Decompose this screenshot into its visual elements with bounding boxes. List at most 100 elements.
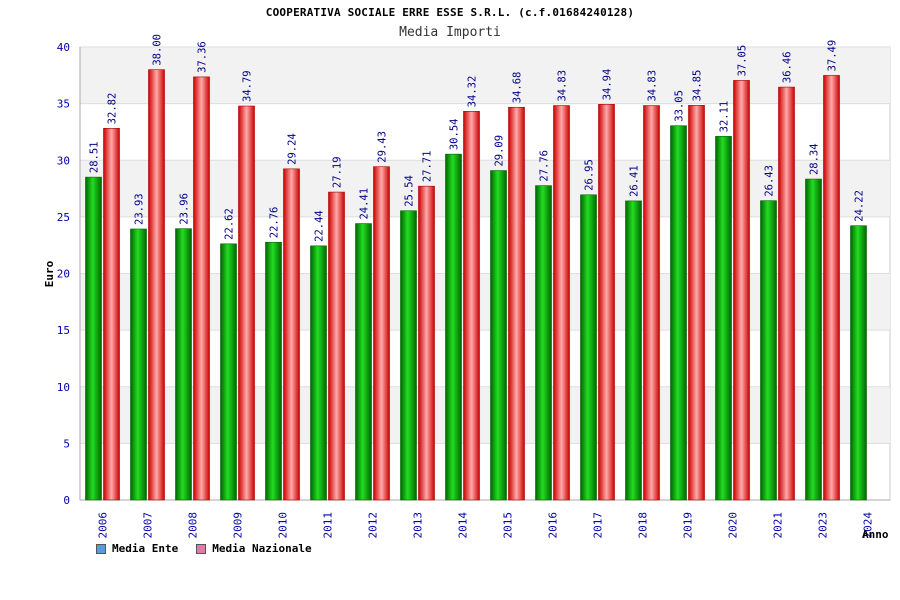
bar-media-nazionale [103,128,120,501]
bar-media-nazionale [778,86,795,501]
bars: 28.51 32.82 23.93 38.00 23.96 37.36 22.62 34.79… [85,34,867,501]
bar-media-ente [265,241,282,501]
data-label: 33.05 [674,90,686,122]
data-label: 37.05 [737,45,749,77]
data-label: 26.95 [584,159,596,191]
bar-media-ente [355,223,372,501]
x-tick-label: 2009 [232,512,245,539]
y-tick-label: 5 [63,437,70,450]
data-label: 24.41 [359,188,371,220]
bar-media-nazionale [733,80,750,501]
data-label: 34.83 [647,70,659,102]
data-label: 22.76 [269,207,281,239]
bar-media-ente [175,228,192,501]
data-label: 22.62 [224,208,236,240]
bar-media-ente [850,225,867,501]
x-tick-label: 2020 [727,512,740,539]
data-label: 22.44 [314,210,326,242]
data-label: 27.71 [422,151,434,183]
data-label: 34.68 [512,72,524,104]
bar-media-ente [580,194,597,501]
x-tick-label: 2024 [862,512,875,539]
data-label: 29.24 [287,133,299,165]
data-label: 37.49 [827,40,839,72]
bar-media-ente [805,178,822,501]
bar-media-nazionale [508,106,525,501]
legend-swatch-media-nazionale [196,543,207,554]
data-label: 34.83 [557,70,569,102]
data-label: 24.22 [854,190,866,222]
x-tick-label: 2021 [772,512,785,539]
x-tick-label: 2017 [592,512,605,539]
legend-label-media-ente: Media Ente [112,542,179,555]
y-tick-label: 30 [57,154,70,167]
y-tick-label: 0 [63,494,70,507]
plot-background [79,46,891,501]
data-label: 26.43 [764,165,776,197]
grid-band [80,47,890,104]
bar-media-ente [490,170,507,501]
bar-media-nazionale [553,105,570,501]
data-label: 32.82 [107,93,119,125]
legend-item-media-ente: Media Ente [96,542,178,555]
y-tick-label: 10 [57,381,70,394]
bar-media-ente [400,210,417,501]
bar-media-ente [130,228,147,501]
data-label: 28.34 [809,143,821,175]
x-tick-label: 2006 [97,512,110,539]
data-label: 27.76 [539,150,551,182]
data-label: 34.85 [692,70,704,102]
data-label: 29.09 [494,135,506,167]
bar-media-nazionale [463,111,480,501]
x-tick-label: 2018 [637,512,650,539]
legend-label-media-nazionale: Media Nazionale [212,542,312,555]
data-label: 38.00 [152,34,164,66]
x-tick-label: 2012 [367,512,380,539]
legend-swatch-media-ente [96,543,106,554]
bar-media-nazionale [193,76,210,501]
x-tick-label: 2016 [547,512,560,539]
data-label: 23.93 [134,193,146,225]
grid-band [80,273,890,331]
bar-media-nazionale [643,105,660,501]
bar-media-ente [220,243,237,501]
x-axis-label: Anno [862,528,889,541]
bar-media-ente [715,136,732,501]
chart-subtitle: Media Importi [399,25,501,40]
data-label: 34.32 [467,76,479,108]
data-label: 23.96 [179,193,191,225]
bar-media-ente [670,125,687,501]
y-tick-label: 15 [57,324,70,337]
y-tick-label: 20 [57,268,70,281]
data-label: 27.19 [332,156,344,188]
x-tick-label: 2013 [412,512,425,539]
x-tick-label: 2014 [457,512,470,539]
bar-media-ente [310,245,327,501]
y-tick-label: 35 [57,98,70,111]
data-label: 26.41 [629,165,641,197]
bar-media-nazionale [328,191,345,501]
x-axis-ticks: 2006 2007 2008 2009 2010 2011 2012 2013 2014 2015… [97,512,875,539]
y-tick-label: 40 [57,41,70,54]
x-tick-label: 2008 [187,512,200,539]
bar-media-nazionale [598,104,615,501]
bar-media-nazionale [373,166,390,501]
x-tick-label: 2007 [142,512,155,539]
data-label: 34.79 [242,70,254,102]
x-tick-label: 2023 [817,512,830,539]
bar-media-ente [445,153,462,501]
x-tick-label: 2011 [322,512,335,539]
bar-media-nazionale [823,75,840,501]
bar-media-ente [535,185,552,501]
data-label: 34.94 [602,69,614,101]
bar-media-ente [85,176,102,501]
data-label: 29.43 [377,131,389,163]
data-label: 30.54 [449,119,461,151]
bar-media-nazionale [283,168,300,501]
y-tick-label: 25 [57,211,70,224]
bar-media-nazionale [148,69,165,501]
bar-media-ente [625,200,642,501]
bar-media-ente [760,200,777,501]
x-tick-label: 2010 [277,512,290,539]
bar-media-nazionale [238,105,255,501]
